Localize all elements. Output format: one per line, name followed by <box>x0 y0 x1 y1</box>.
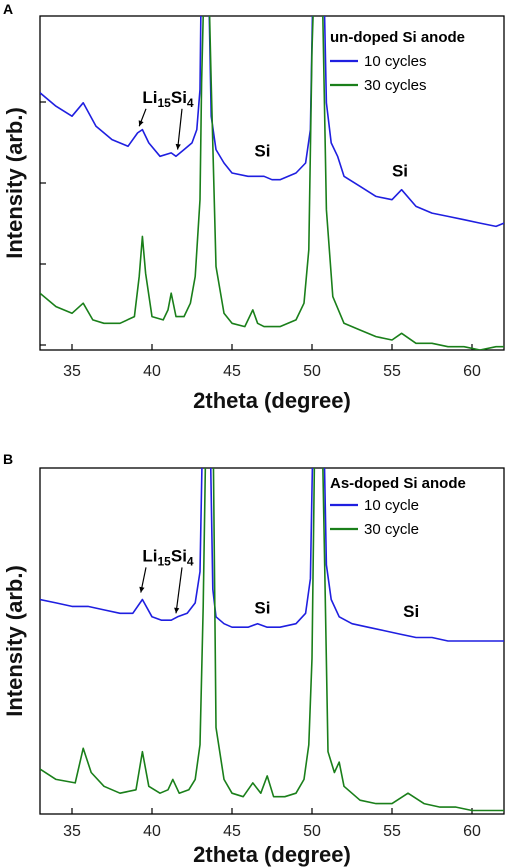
legend-entry: 30 cycle <box>364 521 419 538</box>
panel-a-x-ticks: 35 40 45 50 55 60 <box>63 344 481 380</box>
annotation-arrowhead <box>174 607 180 614</box>
x-tick-label: 50 <box>303 363 321 380</box>
legend-title: un-doped Si anode <box>330 29 465 46</box>
x-tick-label: 45 <box>223 823 241 840</box>
phase-label-si: Si <box>392 161 408 180</box>
panel-a-legend: un-doped Si anode 10 cycles 30 cycles <box>330 29 465 94</box>
panel-a-series <box>40 16 504 350</box>
series-line-10-cycles <box>40 16 504 228</box>
panel-b-legend: As-doped Si anode 10 cycle 30 cycle <box>330 475 466 538</box>
legend-entry: 10 cycle <box>364 497 419 514</box>
legend-entry: 10 cycles <box>364 53 427 70</box>
panel-b-x-ticks: 35 40 45 50 55 60 <box>63 808 481 840</box>
series-line-10-cycle <box>40 468 504 642</box>
panel-b-series <box>40 468 504 812</box>
x-tick-label: 40 <box>143 823 161 840</box>
x-tick-label: 45 <box>223 363 241 380</box>
x-tick-label: 50 <box>303 823 321 840</box>
annotation-arrowhead <box>175 143 181 150</box>
phase-label-li15si4: Li15Si4 <box>142 88 194 110</box>
legend-entry: 30 cycles <box>364 77 427 94</box>
panel-b-annotations: Li15Si4 Si Si <box>139 546 419 621</box>
series-line-30-cycles <box>40 16 504 350</box>
annotation-arrowhead <box>138 120 144 127</box>
panel-b-chart: B 35 40 45 50 55 60 Li15Si4 Si Si As-doped Si a… <box>2 451 505 867</box>
panel-a-label: A <box>3 1 13 17</box>
panel-a-y-ticks <box>40 101 46 346</box>
panel-b-label: B <box>3 451 13 467</box>
panel-a-annotations: Li15Si4 Si Si <box>138 88 408 180</box>
phase-label-si: Si <box>254 598 270 617</box>
phase-label-si: Si <box>403 602 419 621</box>
phase-label-li15si4: Li15Si4 <box>142 546 194 568</box>
x-tick-label: 55 <box>383 823 401 840</box>
panel-b-x-axis-title: 2theta (degree) <box>193 842 351 867</box>
panel-a-x-axis-title: 2theta (degree) <box>193 388 351 413</box>
series-line-30-cycle <box>40 468 504 812</box>
annotation-arrowhead <box>139 586 145 593</box>
x-tick-label: 60 <box>463 823 481 840</box>
x-tick-label: 40 <box>143 363 161 380</box>
x-tick-label: 35 <box>63 823 81 840</box>
panel-b-y-axis-title: Intensity (arb.) <box>2 565 27 717</box>
x-tick-label: 35 <box>63 363 81 380</box>
panel-b-frame <box>39 467 505 815</box>
annotation-arrow <box>177 108 183 150</box>
annotation-arrow <box>175 567 183 614</box>
panel-a-chart: A 35 40 45 50 55 60 Li15Si4 Si Si un-doped Si a… <box>2 1 505 413</box>
panel-a-y-axis-title: Intensity (arb.) <box>2 107 27 259</box>
phase-label-si: Si <box>254 141 270 160</box>
legend-title: As-doped Si anode <box>330 475 466 492</box>
x-tick-label: 60 <box>463 363 481 380</box>
x-tick-label: 55 <box>383 363 401 380</box>
panel-a-frame <box>39 15 505 351</box>
